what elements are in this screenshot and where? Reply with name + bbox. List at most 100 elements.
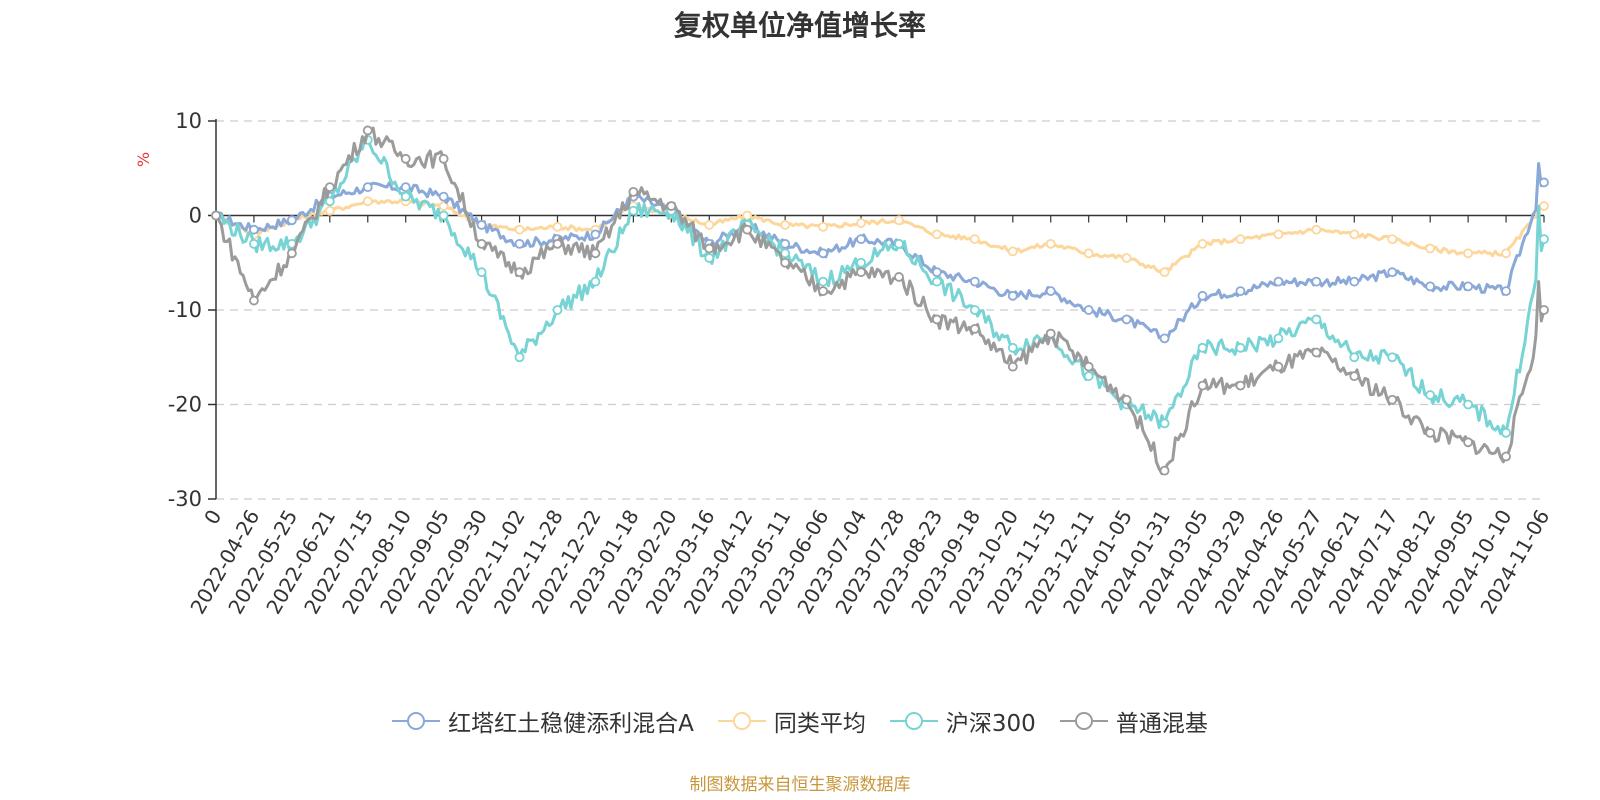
data-point <box>969 323 980 334</box>
axes <box>208 119 1545 500</box>
data-point <box>1159 418 1170 429</box>
data-point <box>1501 248 1511 259</box>
data-point <box>742 224 753 235</box>
data-point <box>818 221 828 232</box>
data-point <box>438 210 449 221</box>
data-point <box>704 220 715 230</box>
data-point <box>476 238 487 249</box>
data-point <box>249 295 259 306</box>
data-point <box>1349 229 1360 240</box>
data-point <box>1083 305 1094 315</box>
x-tick-label: 0 <box>199 506 226 529</box>
data-point <box>1387 267 1398 278</box>
data-point <box>1539 305 1549 315</box>
data-point <box>362 182 373 193</box>
data-point <box>1159 333 1170 344</box>
data-point <box>780 248 791 259</box>
data-point <box>818 276 828 287</box>
data-point <box>1121 394 1132 405</box>
data-point <box>1197 290 1208 301</box>
data-point <box>324 205 335 216</box>
legend: 红塔红土稳健添利混合A 同类平均 沪深300 普通混基 <box>0 704 1600 738</box>
data-point <box>1387 234 1398 245</box>
data-point <box>1083 361 1094 372</box>
legend-item-fund[interactable]: 红塔红土稳健添利混合A <box>392 704 694 738</box>
data-point <box>969 234 980 245</box>
data-point <box>1235 234 1246 245</box>
legend-label: 同类平均 <box>773 711 866 737</box>
data-point <box>932 267 942 278</box>
data-point <box>590 248 601 259</box>
data-point <box>1349 371 1360 382</box>
data-point <box>1311 314 1322 325</box>
data-point <box>856 234 866 245</box>
series-line <box>214 126 1546 476</box>
data-point <box>742 210 753 221</box>
data-point <box>1501 451 1511 462</box>
legend-item-csi300[interactable]: 沪深300 <box>889 704 1036 738</box>
data-point <box>818 248 828 259</box>
data-point <box>1425 427 1436 438</box>
data-point <box>1083 371 1094 382</box>
y-tick-label: -10 <box>168 298 202 322</box>
data-point <box>552 221 563 232</box>
data-point <box>969 276 980 287</box>
data-point <box>818 286 828 297</box>
data-point <box>1235 380 1246 391</box>
data-point <box>1159 465 1170 476</box>
legend-marker-icon <box>717 712 766 730</box>
legend-marker-icon <box>392 712 441 730</box>
data-point <box>894 238 904 249</box>
data-point <box>1235 342 1246 353</box>
data-point <box>1159 267 1170 278</box>
data-point <box>1311 224 1322 235</box>
data-point <box>514 238 525 249</box>
legend-item-peer-average[interactable]: 同类平均 <box>717 704 866 738</box>
data-point <box>1045 328 1056 339</box>
data-point <box>514 224 525 235</box>
data-point <box>932 314 942 325</box>
data-point <box>1463 437 1474 448</box>
data-point <box>894 215 904 226</box>
data-point <box>1425 390 1436 400</box>
data-point <box>780 220 791 230</box>
data-point <box>1197 238 1208 249</box>
data-point <box>1501 286 1511 297</box>
data-point <box>211 210 221 221</box>
data-point <box>666 201 677 211</box>
data-point <box>1045 238 1056 249</box>
data-point <box>1311 276 1322 287</box>
series-line <box>214 198 1545 274</box>
data-point <box>1045 286 1056 297</box>
data-point <box>1083 248 1094 259</box>
data-point <box>704 253 715 263</box>
data-point <box>1539 177 1549 188</box>
data-point <box>476 220 487 230</box>
data-point <box>324 182 335 193</box>
data-point <box>1273 361 1284 372</box>
grid-lines <box>216 120 1544 500</box>
data-point <box>1273 229 1284 240</box>
data-point <box>1235 286 1246 297</box>
data-point <box>1501 427 1511 438</box>
data-point <box>438 201 449 211</box>
data-point <box>932 276 942 287</box>
y-tick-label: 0 <box>189 204 202 228</box>
data-point <box>1197 380 1208 391</box>
data-point <box>590 229 601 240</box>
data-point <box>1539 201 1549 211</box>
y-tick-label: -20 <box>168 393 202 417</box>
data-point <box>1425 281 1436 292</box>
data-point <box>1273 276 1284 287</box>
data-point <box>552 238 563 249</box>
data-point <box>400 153 411 164</box>
data-point <box>856 267 866 278</box>
series-line <box>214 135 1546 436</box>
legend-label: 红塔红土稳健添利混合A <box>448 711 694 737</box>
y-tick-label: 10 <box>175 109 202 133</box>
legend-marker-icon <box>889 712 938 730</box>
legend-item-mixed-fund[interactable]: 普通混基 <box>1059 704 1208 738</box>
data-point <box>438 153 449 164</box>
tick-labels: 100-10-20-3002022-04-262022-05-252022-06… <box>168 109 1555 618</box>
data-point <box>1387 394 1398 405</box>
